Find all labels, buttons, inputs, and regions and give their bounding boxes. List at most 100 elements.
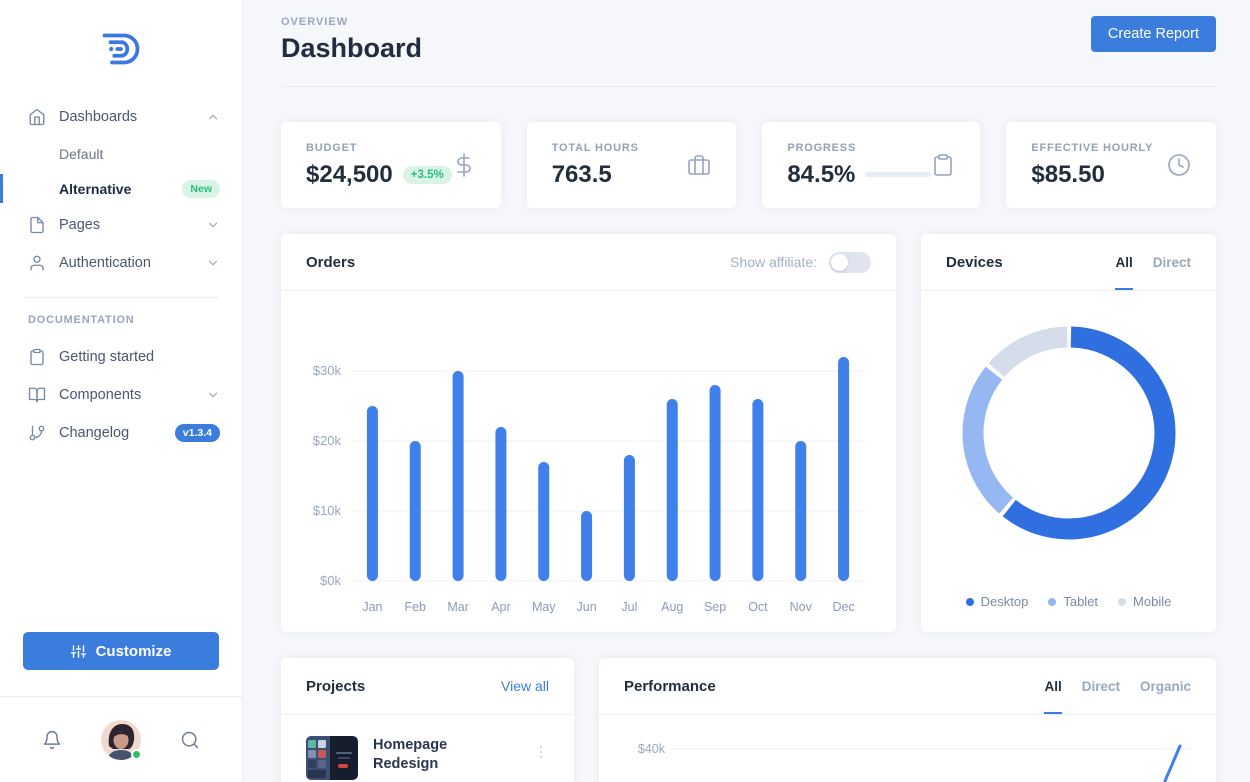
sidebar-item-authentication[interactable]: Authentication: [0, 244, 242, 282]
sidebar-item-label: Getting started: [59, 349, 155, 365]
stat-card-progress: PROGRESS 84.5%: [762, 122, 981, 208]
sidebar-item-dashboards[interactable]: Dashboards: [0, 98, 242, 136]
legend-dot: [1118, 597, 1127, 606]
toggle-knob: [831, 253, 848, 271]
svg-text:Sep: Sep: [704, 600, 726, 614]
svg-text:Jul: Jul: [621, 600, 637, 614]
search-icon[interactable]: [180, 730, 200, 750]
sidebar-item-pages[interactable]: Pages: [0, 206, 242, 244]
stat-value: 763.5: [551, 160, 612, 188]
devices-card: Devices All Direct Desktop Tablet Mobile: [921, 234, 1216, 632]
sidebar-footer: [0, 696, 242, 782]
tab-direct[interactable]: Direct: [1152, 254, 1191, 270]
performance-card: Performance All Direct Organic $40k: [599, 658, 1216, 782]
svg-text:May: May: [532, 600, 556, 614]
customize-button[interactable]: Customize: [23, 632, 219, 670]
stat-value: $85.50: [1031, 160, 1105, 188]
devices-legend: Desktop Tablet Mobile: [921, 594, 1216, 609]
main-content: OVERVIEW Dashboard Create Report BUDGET …: [243, 0, 1250, 782]
brand-logo-icon: [102, 33, 140, 65]
sidebar-item-getting-started[interactable]: Getting started: [0, 338, 242, 376]
sidebar-item-label: Default: [59, 145, 104, 162]
svg-text:$20k: $20k: [313, 433, 342, 448]
sidebar: Dashboards Default Alternative New Pages: [0, 0, 243, 782]
legend-dot: [1048, 597, 1057, 606]
sidebar-nav: Dashboards Default Alternative New Pages: [0, 98, 242, 452]
chevron-down-icon: [206, 256, 220, 270]
new-badge: New: [182, 179, 220, 198]
kebab-icon[interactable]: [533, 744, 549, 760]
sidebar-item-label: Dashboards: [59, 109, 138, 125]
show-affiliate-toggle[interactable]: [829, 251, 871, 273]
avatar-image: [101, 719, 141, 760]
stat-label: EFFECTIVE HOURLY: [1031, 141, 1154, 154]
sidebar-item-changelog[interactable]: Changelog v1.3.4: [0, 414, 242, 452]
briefcase-icon: [687, 153, 711, 177]
projects-card: Projects View all: [281, 658, 574, 782]
svg-text:Feb: Feb: [404, 600, 426, 614]
customize-button-label: Customize: [95, 642, 172, 660]
tab-direct[interactable]: Direct: [1081, 678, 1120, 694]
view-all-link[interactable]: View all: [501, 678, 549, 694]
chevron-up-icon: [206, 110, 220, 124]
dollar-icon: [452, 153, 476, 177]
legend-item-tablet: Tablet: [1048, 594, 1098, 609]
sidebar-divider: [25, 297, 219, 298]
file-icon: [28, 216, 46, 234]
sidebar-item-alternative[interactable]: Alternative New: [0, 171, 242, 206]
svg-text:$10k: $10k: [313, 503, 342, 518]
stat-label: PROGRESS: [787, 141, 857, 154]
svg-text:Oct: Oct: [748, 600, 768, 614]
tab-all[interactable]: All: [1044, 678, 1062, 714]
sidebar-item-default[interactable]: Default: [0, 136, 242, 171]
stats-row: BUDGET $24,500 +3.5% TOTAL HOURS 763.5: [281, 122, 1217, 208]
stat-card-budget: BUDGET $24,500 +3.5%: [281, 122, 501, 208]
brand-logo[interactable]: [0, 0, 242, 72]
tab-all[interactable]: All: [1115, 254, 1134, 290]
active-indicator: [0, 174, 3, 203]
chevron-down-icon: [206, 218, 220, 232]
book-open-icon: [28, 386, 46, 404]
stat-card-effective-hourly: EFFECTIVE HOURLY $85.50: [1006, 122, 1217, 208]
git-branch-icon: [28, 424, 46, 442]
svg-text:Aug: Aug: [661, 600, 683, 614]
stat-value: $24,500: [306, 160, 393, 188]
legend-item-mobile: Mobile: [1118, 594, 1171, 609]
clock-icon: [1167, 153, 1191, 177]
sidebar-section-label: DOCUMENTATION: [28, 314, 135, 326]
svg-text:$40k: $40k: [638, 742, 666, 756]
stat-label: BUDGET: [306, 141, 358, 154]
sidebar-item-label: Authentication: [59, 255, 151, 271]
svg-text:Nov: Nov: [790, 600, 813, 614]
sidebar-item-components[interactable]: Components: [0, 376, 242, 414]
delta-badge: +3.5%: [402, 165, 452, 184]
performance-card-title: Performance: [624, 677, 716, 695]
tab-organic[interactable]: Organic: [1139, 678, 1191, 694]
svg-text:$0k: $0k: [320, 573, 341, 588]
chevron-down-icon: [206, 388, 220, 402]
clipboard-icon: [28, 348, 46, 366]
devices-card-title: Devices: [946, 253, 1003, 271]
sidebar-item-label: Components: [59, 387, 142, 403]
breadcrumb-eyebrow: OVERVIEW: [281, 16, 349, 28]
version-badge: v1.3.4: [174, 424, 220, 442]
svg-text:Jan: Jan: [362, 600, 382, 614]
svg-text:Mar: Mar: [447, 600, 469, 614]
sidebar-item-label: Changelog: [59, 425, 130, 441]
svg-text:Dec: Dec: [832, 600, 854, 614]
project-name: Homepage Redesign: [373, 737, 448, 772]
project-thumbnail: [306, 736, 358, 780]
stat-label: TOTAL HOURS: [551, 141, 639, 154]
bell-icon[interactable]: [42, 730, 62, 750]
clipboard-icon: [931, 153, 955, 177]
avatar[interactable]: [101, 719, 142, 760]
devices-donut-chart: [962, 326, 1175, 540]
user-icon: [28, 254, 46, 272]
create-report-button[interactable]: Create Report: [1090, 16, 1216, 52]
online-status-dot: [131, 748, 142, 760]
stat-value: 84.5%: [787, 160, 856, 188]
orders-bar-chart: $0k $10k $20k $30k Jan Feb Mar Apr May Jun Jul Aug S…: [313, 357, 865, 614]
home-icon: [28, 108, 46, 126]
stat-card-total-hours: TOTAL HOURS 763.5: [526, 122, 737, 208]
svg-text:Jun: Jun: [577, 600, 597, 614]
